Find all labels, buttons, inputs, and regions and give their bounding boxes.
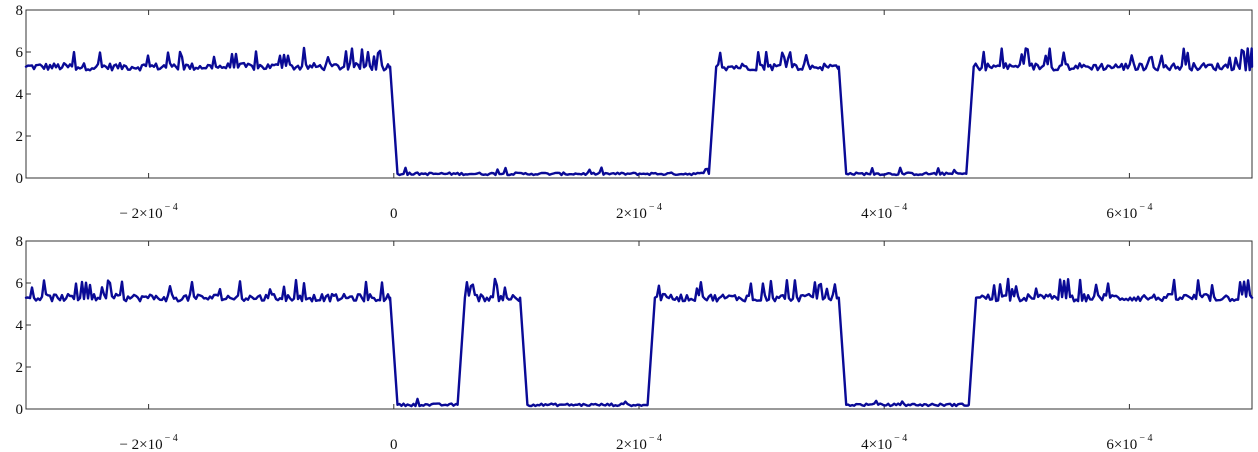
x-tick-label: 4×10− 4 xyxy=(861,433,907,452)
x-tick-mantissa: 6×10 xyxy=(1106,206,1137,222)
x-tick-label: 2×10− 4 xyxy=(616,202,662,222)
x-tick-label: − 2×10− 4 xyxy=(119,202,177,222)
x-tick-exponent: − 4 xyxy=(649,433,662,444)
x-tick-mantissa: 0 xyxy=(390,206,398,222)
x-tick-mantissa: 4×10 xyxy=(861,437,892,452)
x-tick-mantissa: 0 xyxy=(390,437,398,452)
signal-trace xyxy=(24,277,1254,408)
x-tick-mantissa: 6×10 xyxy=(1106,437,1137,452)
x-tick-mantissa: − 2×10 xyxy=(119,437,162,452)
x-tick-exponent: − 4 xyxy=(1139,433,1152,444)
x-tick-mantissa: 2×10 xyxy=(616,206,647,222)
y-tick-label: 8 xyxy=(16,234,24,250)
y-tick-label: 0 xyxy=(16,171,24,187)
y-tick-label: 4 xyxy=(16,318,24,334)
y-tick-label: 4 xyxy=(16,87,24,103)
y-tick-label: 2 xyxy=(16,129,24,145)
signal-trace xyxy=(24,46,1254,177)
y-tick-label: 6 xyxy=(16,45,24,61)
x-tick-mantissa: 4×10 xyxy=(861,206,892,222)
y-tick-label: 8 xyxy=(16,3,24,19)
x-tick-label: 6×10− 4 xyxy=(1106,202,1152,222)
x-tick-exponent: − 4 xyxy=(165,202,178,213)
y-tick-label: 2 xyxy=(16,360,24,376)
x-tick-mantissa: − 2×10 xyxy=(119,206,162,222)
x-tick-exponent: − 4 xyxy=(165,433,178,444)
x-tick-label: 0 xyxy=(390,437,398,452)
x-tick-label: 0 xyxy=(390,206,398,222)
x-tick-label: 6×10− 4 xyxy=(1106,433,1152,452)
x-tick-exponent: − 4 xyxy=(894,202,907,213)
x-tick-label: − 2×10− 4 xyxy=(119,433,177,452)
x-tick-label: 2×10− 4 xyxy=(616,433,662,452)
x-tick-mantissa: 2×10 xyxy=(616,437,647,452)
top-plot-frame xyxy=(25,9,1253,179)
x-tick-exponent: − 4 xyxy=(894,433,907,444)
y-tick-label: 6 xyxy=(16,276,24,292)
x-tick-label: 4×10− 4 xyxy=(861,202,907,222)
bottom-plot-frame xyxy=(25,240,1253,410)
x-tick-exponent: − 4 xyxy=(1139,202,1152,213)
x-tick-exponent: − 4 xyxy=(649,202,662,213)
y-tick-label: 0 xyxy=(16,402,24,418)
